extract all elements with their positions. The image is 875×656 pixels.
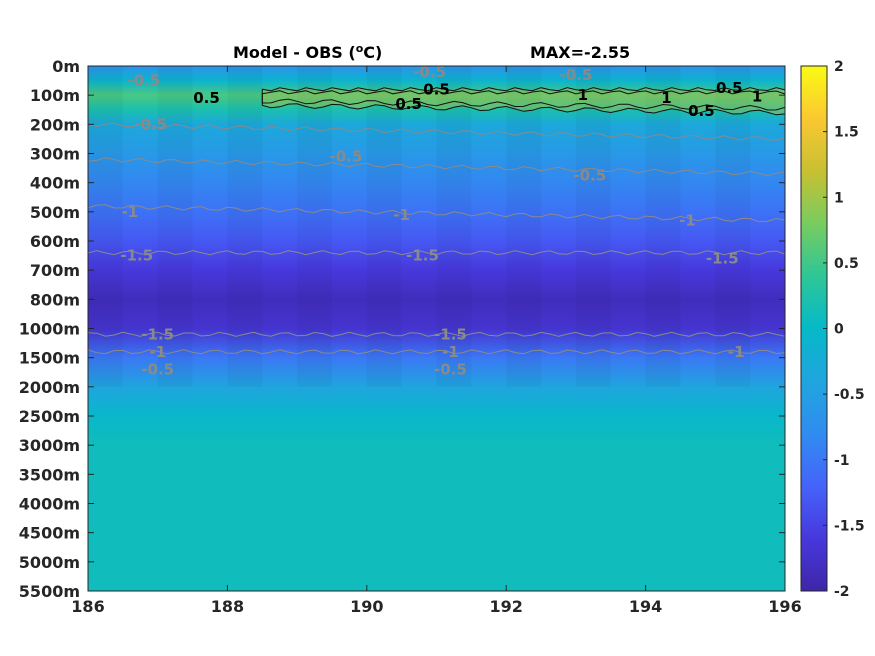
- chart-title: Model - OBS (oC): [233, 42, 382, 62]
- contour-label: -0.5: [329, 147, 362, 165]
- x-tick-label: 196: [768, 597, 801, 616]
- contour-label: 0.5: [423, 80, 450, 98]
- contour-label: 1: [661, 89, 671, 107]
- x-tick-label: 186: [71, 597, 104, 616]
- contour-labels: -0.5 -0.5 -0.50.5 0.50.5 1 10.5 10.5-0.5-0.5-0…: [120, 63, 762, 378]
- contour-label: -1.5: [141, 325, 174, 343]
- column-cell: [297, 66, 332, 387]
- contour-label: 1: [578, 86, 588, 104]
- y-tick-label: 300m: [30, 145, 80, 164]
- contour-label: 0.5: [193, 89, 220, 107]
- x-tick-label: 192: [489, 597, 522, 616]
- y-tick-label: 0m: [52, 57, 80, 76]
- y-tick-label: 2500m: [19, 407, 80, 426]
- colorbar-ticks: 2 1.5 1 0.5 0 -0.5 -1 -1.5 -2: [823, 59, 865, 600]
- contour-label: -1: [149, 343, 166, 361]
- y-tick-label: 500m: [30, 203, 80, 222]
- contour-label: 1: [752, 88, 762, 106]
- colorbar-tick-label: 0.5: [834, 256, 859, 272]
- contour-line: [88, 122, 785, 141]
- contour-label: -1: [121, 203, 138, 221]
- y-tick-label: 1500m: [19, 349, 80, 368]
- contour-label: -1: [393, 206, 410, 224]
- contour-label: 0.5: [395, 95, 422, 113]
- y-tick-label: 400m: [30, 174, 80, 193]
- contour-label: -0.5: [434, 360, 467, 378]
- colorbar-tick-label: -2: [834, 584, 850, 600]
- contour-label: -1: [679, 212, 696, 230]
- y-tick-label: 5500m: [19, 582, 80, 601]
- contour-line: [88, 349, 785, 355]
- y-tick-label: 1000m: [19, 320, 80, 339]
- column-cell: [646, 66, 681, 387]
- colorbar: [800, 65, 828, 592]
- colorbar-tick-label: 1: [834, 190, 844, 206]
- title-unit-superscript: o: [356, 42, 364, 55]
- contour-label: -1: [442, 343, 459, 361]
- contour-lines: [88, 87, 785, 355]
- contour-line-positive: [261, 90, 785, 111]
- colorbar-tick-label: -1: [834, 453, 850, 469]
- y-tick-label: 600m: [30, 232, 80, 251]
- y-tick-label: 4500m: [19, 524, 80, 543]
- contour-line: [88, 250, 785, 256]
- x-axis: 186 188 190 192 194 196: [71, 66, 802, 616]
- plot-area: -0.5 -0.5 -0.50.5 0.50.5 1 10.5 10.5-0.5-0.5-0…: [88, 63, 785, 591]
- y-tick-label: 4000m: [19, 495, 80, 514]
- x-tick-label: 188: [211, 597, 244, 616]
- contour-line: [88, 331, 785, 337]
- colorbar-tick-label: 0: [834, 322, 844, 338]
- contour-label: -0.5: [559, 66, 592, 84]
- contour-label: -1: [728, 343, 745, 361]
- max-annotation: MAX=-2.55: [530, 43, 630, 62]
- column-cell: [506, 66, 541, 387]
- colorbar-tick-label: -1.5: [834, 518, 865, 534]
- contour-label: -0.5: [141, 360, 174, 378]
- colorbar-tick-label: 1.5: [834, 125, 859, 141]
- x-tick-label: 194: [629, 597, 662, 616]
- y-tick-label: 100m: [30, 86, 80, 105]
- column-cell: [227, 66, 262, 387]
- contour-line: [88, 157, 785, 177]
- y-tick-label: 700m: [30, 261, 80, 280]
- column-cell: [576, 66, 611, 387]
- contour-label: -0.5: [413, 63, 446, 81]
- contour-label: -0.5: [134, 115, 167, 133]
- contour-label: -1.5: [706, 250, 739, 268]
- column-cell: [88, 66, 123, 387]
- colorbar-tick-label: 2: [834, 59, 844, 75]
- contour-label: -0.5: [127, 72, 160, 90]
- y-tick-label: 3000m: [19, 436, 80, 455]
- y-tick-label: 800m: [30, 290, 80, 309]
- y-axis: 0m 100m 200m 300m 400m 500m 600m 700m 800m 1000m 1…: [19, 57, 785, 601]
- contour-label: -1.5: [406, 247, 439, 265]
- colorbar-tick-label: -0.5: [834, 387, 865, 403]
- y-tick-label: 2000m: [19, 378, 80, 397]
- heatmap-field: [88, 66, 785, 591]
- x-tick-label: 190: [350, 597, 383, 616]
- column-cell: [367, 66, 402, 387]
- y-tick-label: 5000m: [19, 553, 80, 572]
- y-tick-label: 200m: [30, 115, 80, 134]
- contour-label: -1.5: [120, 247, 153, 265]
- contour-label: -0.5: [573, 166, 606, 184]
- contour-line: [88, 204, 785, 223]
- contour-label: 0.5: [716, 79, 743, 97]
- y-tick-label: 3500m: [19, 465, 80, 484]
- contour-label: 0.5: [688, 102, 715, 120]
- contour-label: -1.5: [434, 325, 467, 343]
